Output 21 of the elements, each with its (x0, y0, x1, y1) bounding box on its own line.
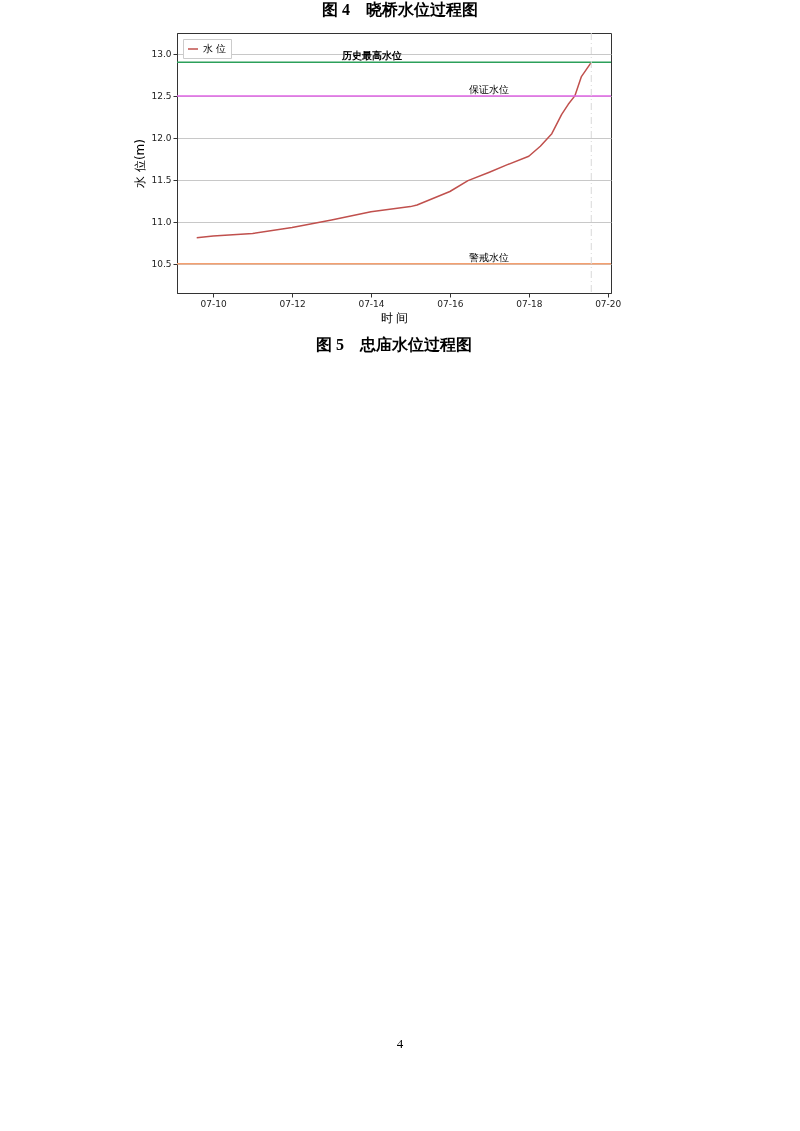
x-tick-label: 07-18 (516, 298, 543, 309)
y-tick-label: 12.5 (151, 91, 172, 102)
ref-line-label: 历史最高水位 (341, 50, 403, 62)
text: 4 (395, 1036, 405, 1052)
x-tick-label: 07-14 (358, 298, 385, 309)
y-axis-title: 水 位(m) (133, 139, 148, 188)
y-tick-label: 13.0 (151, 49, 172, 60)
x-tick-label: 07-16 (437, 298, 464, 309)
caption: 图 4 晓桥水位过程图 (321, 0, 479, 20)
y-tick-label: 12.0 (151, 133, 172, 144)
x-tick-label: 07-20 (595, 298, 622, 309)
x-tick-label: 07-10 (200, 298, 228, 309)
text: 图 5 忠庙水位过程图 (316, 336, 472, 353)
y-tick-label: 10.5 (151, 259, 172, 270)
ref-line-label: 警戒水位 (469, 251, 510, 263)
x-axis-title: 时 间 (380, 310, 409, 325)
x-tick-label: 07-12 (279, 298, 306, 309)
y-tick-label: 11.5 (151, 175, 172, 186)
ref-line-label: 保证水位 (469, 83, 510, 95)
legend-label: 水 位 (203, 43, 227, 54)
y-tick-label: 11.0 (151, 217, 172, 228)
